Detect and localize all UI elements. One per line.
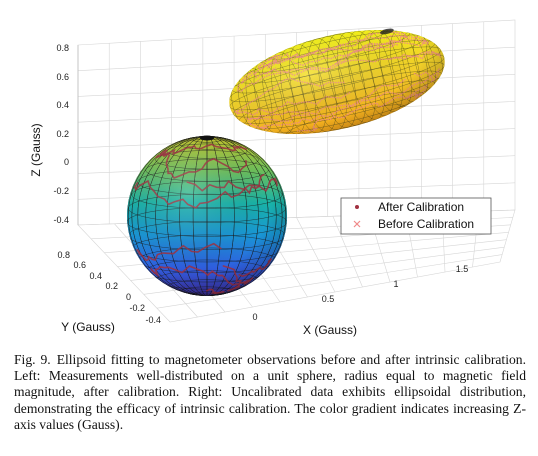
ellipsoid-fit-plot: 0.8 0.6 0.4 0.2 0 -0.2 -0.4 0.8 0.6 0.4 … [29, 19, 516, 337]
grid-line [296, 217, 336, 293]
grid-line [156, 254, 503, 309]
sphere-fit-surface [127, 135, 287, 296]
sphere-pole [200, 135, 214, 141]
z-tick-label: 0.4 [56, 100, 69, 110]
ellipsoid-pole [380, 28, 394, 35]
x-tick-label: 1 [393, 279, 398, 289]
y-tick-labels: 0.8 0.6 0.4 0.2 0 -0.2 -0.4 [57, 250, 161, 325]
legend-marker-after [355, 205, 359, 209]
legend: After Calibration Before Calibration [340, 197, 492, 235]
ticks: 0.8 0.6 0.4 0.2 0 -0.2 -0.4 0.8 0.6 0.4 … [53, 43, 468, 325]
y-axis-label: Y (Gauss) [61, 320, 115, 334]
sphere-shading [127, 136, 287, 296]
grid-line [332, 216, 363, 288]
y-tick-label: 0.2 [105, 281, 118, 291]
z-tick-label: 0.6 [56, 72, 69, 82]
y-tick-label: 0.6 [73, 260, 86, 270]
y-tick-label: 0 [126, 292, 131, 302]
ellipsoid-shading [229, 29, 445, 135]
legend-box [340, 197, 492, 235]
legend-marker-before [353, 220, 361, 228]
y-tick-label: -0.2 [129, 303, 145, 313]
x-tick-label: 0.5 [322, 294, 335, 304]
x-tick-label: 0 [252, 312, 257, 322]
z-tick-label: 0.2 [56, 129, 69, 139]
z-tick-labels: 0.8 0.6 0.4 0.2 0 -0.2 -0.4 [53, 43, 69, 225]
z-tick-label: 0.8 [56, 43, 69, 53]
grid-line [77, 128, 516, 149]
caption-label: Fig. 9. [14, 352, 51, 367]
y-tick-label: 0.4 [89, 271, 102, 281]
legend-label-after: After Calibration [378, 200, 464, 214]
legend-label-before: Before Calibration [378, 217, 474, 231]
z-axis-label: Z (Gauss) [29, 123, 43, 176]
y-tick-label: 0.8 [57, 250, 70, 260]
figure-caption: Fig. 9. Ellipsoid fitting to magnetometer… [14, 352, 526, 433]
z-tick-label: 0 [64, 157, 69, 167]
y-tick-label: -0.4 [145, 315, 161, 325]
caption-text: Ellipsoid fitting to magnetometer observ… [14, 352, 526, 432]
x-axis-label: X (Gauss) [303, 323, 357, 337]
z-tick-label: -0.2 [53, 186, 69, 196]
x-tick-labels: 0 0.5 1 1.5 [252, 264, 468, 322]
z-tick-label: -0.4 [53, 215, 69, 225]
ellipsoid-fit-surface [229, 28, 445, 136]
x-tick-label: 1.5 [456, 264, 469, 274]
